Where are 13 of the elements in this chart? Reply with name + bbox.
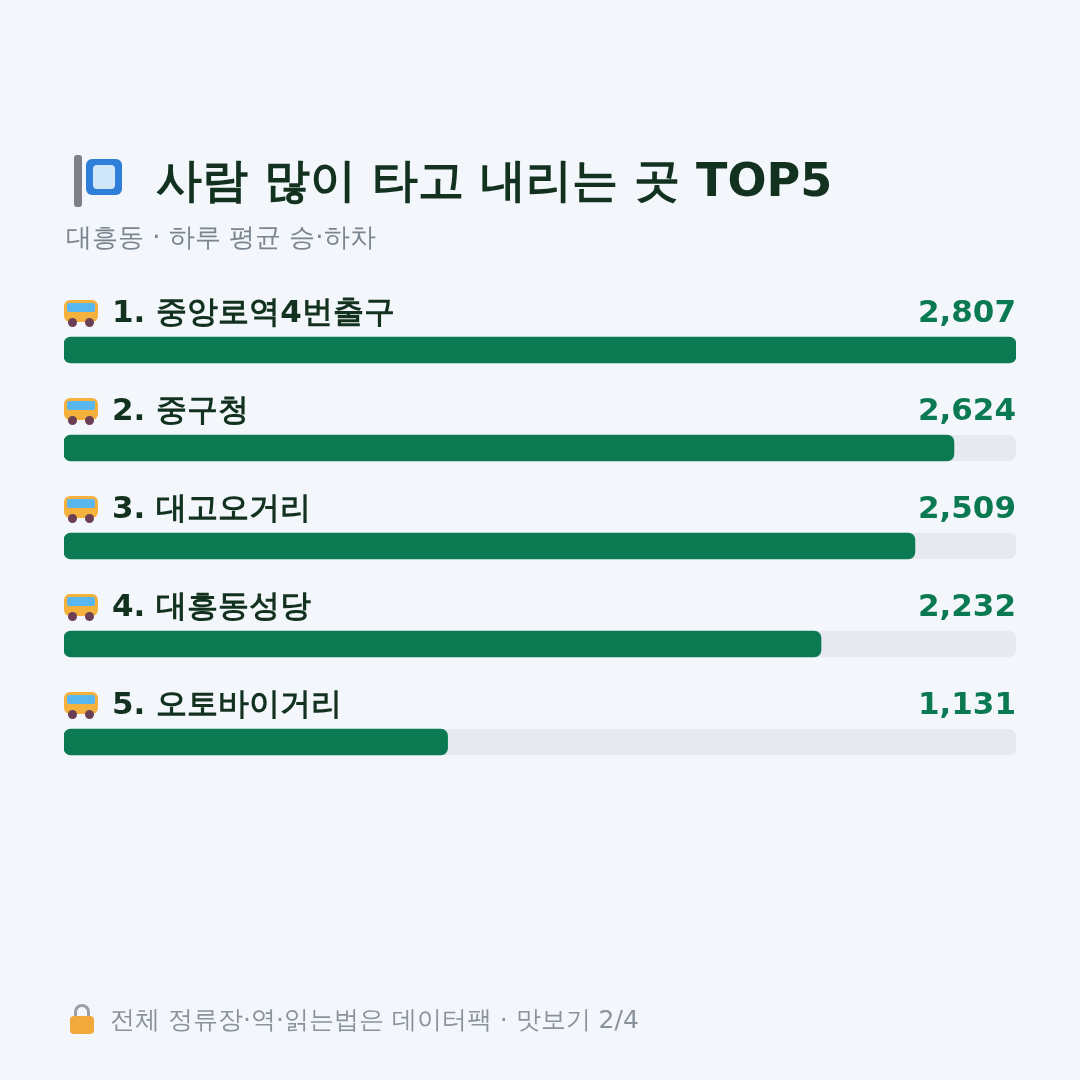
y-tick-label: 4. 대흥동성당	[112, 587, 312, 624]
data-label: 2,232	[917, 587, 1016, 624]
data-label: 2,509	[917, 489, 1016, 526]
data-label: 2,807	[917, 293, 1016, 330]
y-tick-label: 3. 대고오거리	[112, 489, 312, 526]
chart-subtitle: 대흥동 · 하루 평균 승·하차	[66, 221, 376, 254]
data-label: 2,624	[917, 391, 1016, 428]
y-tick-label: 5. 오토바이거리	[112, 685, 343, 722]
chart-title: 사람 많이 타고 내리는 곳 TOP5	[156, 152, 833, 209]
text: 전체 정류장·역·읽는법은 데이터팩 · 맛보기 2/4	[110, 1004, 639, 1036]
y-tick-label: 1. 중앙로역4번출구	[112, 293, 395, 330]
data-label: 1,131	[917, 685, 1016, 722]
y-tick-label: 2. 중구청	[112, 391, 250, 428]
